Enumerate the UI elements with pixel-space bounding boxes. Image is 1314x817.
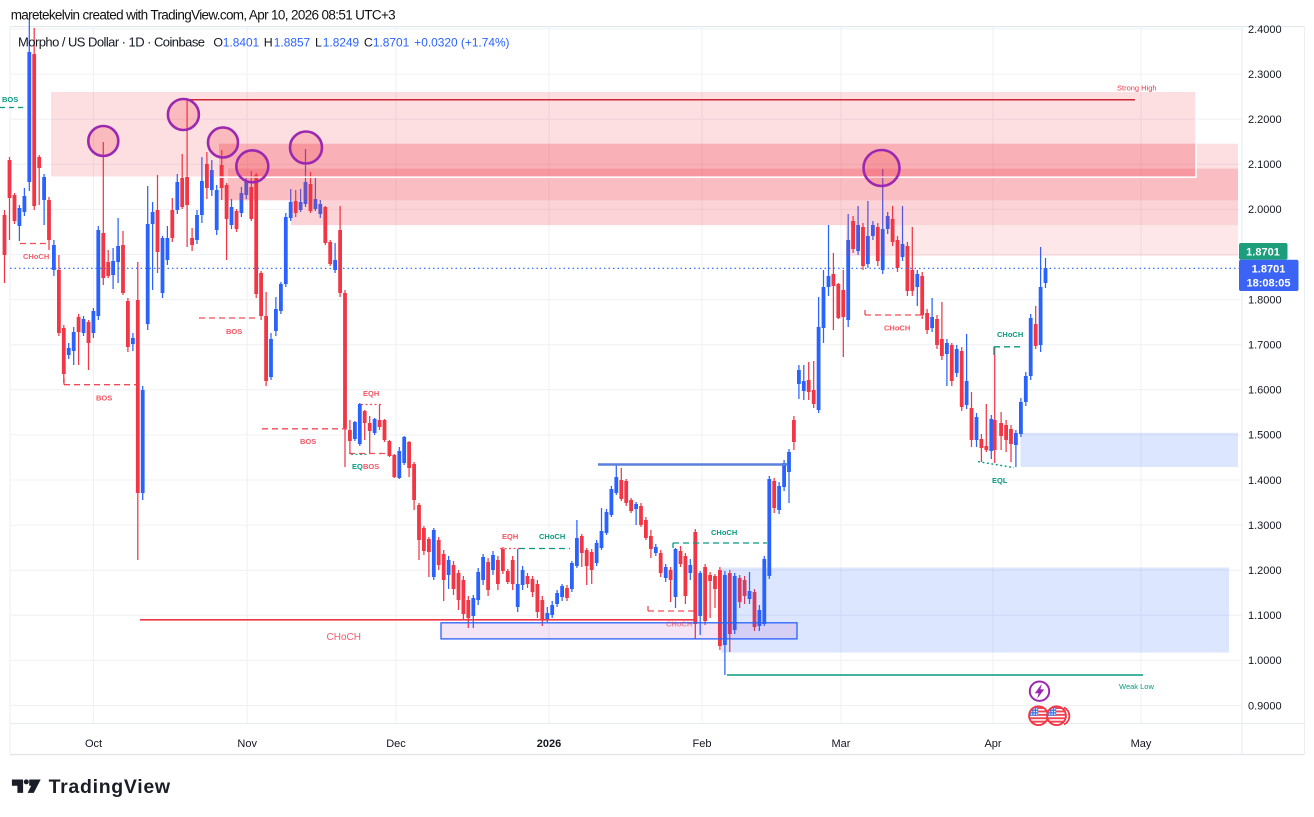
svg-text:Mar: Mar [832,738,851,750]
svg-text:CHoCH: CHoCH [539,532,565,541]
svg-text:1.0000: 1.0000 [1248,655,1282,667]
svg-text:EQ: EQ [352,462,363,471]
svg-text:Oct: Oct [85,738,102,750]
svg-text:BOS: BOS [363,462,379,471]
svg-text:Nov: Nov [237,738,257,750]
svg-text:Strong High: Strong High [1117,84,1157,93]
svg-text:1.4000: 1.4000 [1248,475,1282,487]
svg-text:1.5000: 1.5000 [1248,430,1282,442]
svg-text:CHoCH: CHoCH [997,330,1023,339]
svg-text:2026: 2026 [537,738,561,750]
svg-text:Dec: Dec [386,738,406,750]
svg-text:1.8857: 1.8857 [274,36,311,50]
svg-text:BOS: BOS [96,394,112,403]
svg-text:1.8701: 1.8701 [1246,247,1280,259]
svg-text:1.3000: 1.3000 [1248,520,1282,532]
svg-text:1.6000: 1.6000 [1248,385,1282,397]
svg-text:CHoCH: CHoCH [327,632,361,643]
svg-text:1.8000: 1.8000 [1248,294,1282,306]
svg-text:CHoCH: CHoCH [711,528,737,537]
svg-text:H: H [264,36,273,50]
svg-text:18:08:05: 18:08:05 [1246,278,1290,290]
svg-text:Morpho / US Dollar · 1D · Coin: Morpho / US Dollar · 1D · Coinbase [18,35,205,50]
svg-text:EQH: EQH [502,532,518,541]
svg-text:May: May [1131,738,1152,750]
svg-text:BOS: BOS [226,327,242,336]
svg-text:L: L [315,36,322,50]
svg-text:1.8701: 1.8701 [1252,264,1286,276]
svg-text:Feb: Feb [693,738,712,750]
svg-text:2.1000: 2.1000 [1248,159,1282,171]
svg-text:BOS: BOS [2,95,18,104]
svg-text:TradingView: TradingView [49,776,171,798]
svg-text:1.8401: 1.8401 [223,36,260,50]
svg-text:2.4000: 2.4000 [1248,24,1282,36]
svg-text:0.9000: 0.9000 [1248,700,1282,712]
svg-text:1.8701: 1.8701 [373,36,410,50]
svg-text:Weak Low: Weak Low [1119,682,1154,691]
svg-text:CHoCH: CHoCH [884,324,910,333]
svg-text:O: O [213,36,223,50]
svg-text:1.8249: 1.8249 [323,36,360,50]
svg-text:2.3000: 2.3000 [1248,69,1282,81]
svg-text:CHoCH: CHoCH [23,252,49,261]
svg-text:CHoCH: CHoCH [666,620,692,629]
svg-text:EQL: EQL [992,476,1008,485]
svg-text:1.2000: 1.2000 [1248,565,1282,577]
svg-text:BOS: BOS [300,437,316,446]
svg-text:1.1000: 1.1000 [1248,610,1282,622]
svg-text:+0.0320 (+1.74%): +0.0320 (+1.74%) [414,36,509,50]
svg-text:Apr: Apr [984,738,1001,750]
svg-text:2.0000: 2.0000 [1248,204,1282,216]
svg-text:2.2000: 2.2000 [1248,114,1282,126]
svg-text:C: C [364,36,373,50]
svg-text:1.7000: 1.7000 [1248,340,1282,352]
svg-text:EQH: EQH [363,389,379,398]
svg-text:maretekelvin created with Trad: maretekelvin created with TradingView.co… [11,8,396,23]
